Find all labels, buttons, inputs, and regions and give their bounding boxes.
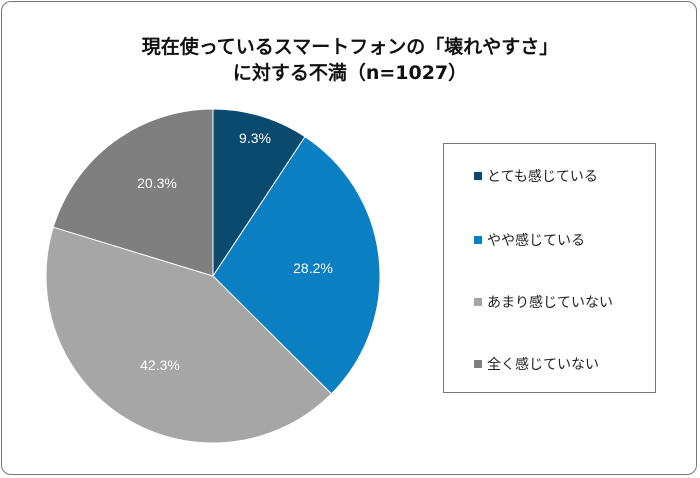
chart-title-line2: に対する不満（n=1027）: [232, 62, 468, 84]
legend-item-0: とても感じている: [474, 166, 598, 186]
pie-slice-0: [212, 108, 306, 278]
chart-title-line1: 現在使っているスマートフォンの「壊れやすさ」: [141, 36, 559, 58]
data-label-3: 20.3%: [137, 175, 177, 191]
legend-label: やや感じている: [487, 233, 585, 249]
pie-slice-1: [212, 135, 381, 395]
data-label-2: 42.3%: [140, 357, 180, 373]
legend: とても感じている やや感じている あまり感じていない 全く感じていない: [443, 143, 656, 393]
chart-title: 現在使っているスマートフォンの「壊れやすさ」 に対する不満（n=1027）: [0, 34, 700, 86]
legend-swatch: [474, 172, 482, 180]
legend-label: 全く感じていない: [487, 357, 599, 373]
legend-item-2: あまり感じていない: [474, 292, 613, 312]
data-label-0: 9.3%: [239, 130, 271, 146]
pie-slice-2: [45, 226, 333, 444]
legend-label: あまり感じていない: [487, 295, 613, 311]
data-label-1: 28.2%: [293, 260, 333, 276]
legend-item-1: やや感じている: [474, 230, 585, 250]
legend-label: とても感じている: [487, 169, 598, 185]
legend-swatch: [474, 360, 482, 368]
legend-swatch: [474, 298, 482, 306]
legend-item-3: 全く感じていない: [474, 354, 599, 374]
pie-slice-3: [52, 108, 214, 277]
legend-swatch: [474, 236, 482, 244]
